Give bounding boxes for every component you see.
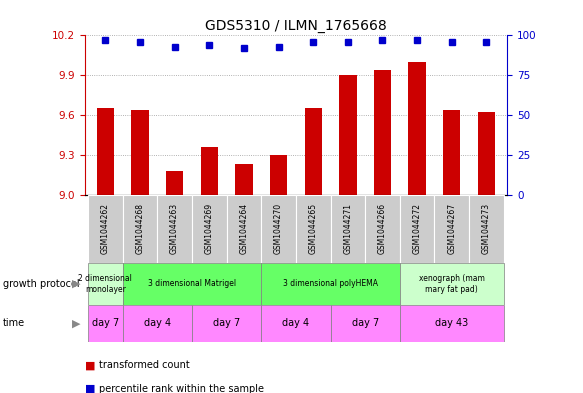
Bar	[236, 164, 252, 195]
Text: transformed count: transformed count	[99, 360, 190, 371]
Text: day 43: day 43	[435, 318, 468, 328]
Text: day 4: day 4	[144, 318, 171, 328]
Bar	[261, 263, 400, 305]
Bar	[122, 305, 192, 342]
Text: GSM1044269: GSM1044269	[205, 203, 214, 255]
Bar	[157, 195, 192, 263]
Bar	[122, 263, 261, 305]
Text: 3 dimensional Matrigel: 3 dimensional Matrigel	[148, 279, 236, 288]
Bar	[477, 112, 495, 195]
Bar	[122, 195, 157, 263]
Text: GSM1044264: GSM1044264	[240, 203, 248, 255]
Bar	[192, 195, 227, 263]
Bar	[443, 110, 461, 195]
Bar	[304, 108, 322, 195]
Text: ▶: ▶	[72, 279, 80, 289]
Bar	[374, 70, 391, 195]
Bar	[261, 195, 296, 263]
Bar	[97, 108, 114, 195]
Text: day 4: day 4	[282, 318, 310, 328]
Bar	[88, 305, 122, 342]
Bar	[88, 263, 122, 305]
Text: ■: ■	[85, 360, 95, 371]
Bar	[296, 195, 331, 263]
Bar	[400, 305, 504, 342]
Text: percentile rank within the sample: percentile rank within the sample	[99, 384, 264, 393]
Bar	[400, 195, 434, 263]
Bar	[131, 110, 149, 195]
Text: GSM1044271: GSM1044271	[343, 204, 352, 254]
Text: day 7: day 7	[352, 318, 379, 328]
Text: GSM1044265: GSM1044265	[308, 203, 318, 255]
Text: growth protocol: growth protocol	[3, 279, 79, 289]
Bar	[339, 75, 356, 195]
Bar	[88, 195, 122, 263]
Text: GSM1044268: GSM1044268	[135, 204, 145, 254]
Text: 3 dimensional polyHEMA: 3 dimensional polyHEMA	[283, 279, 378, 288]
Bar	[166, 171, 183, 195]
Bar	[331, 195, 365, 263]
Text: ■: ■	[85, 384, 95, 393]
Text: xenograph (mam
mary fat pad): xenograph (mam mary fat pad)	[419, 274, 484, 294]
Bar	[201, 147, 218, 195]
Bar	[331, 305, 400, 342]
Text: GSM1044262: GSM1044262	[101, 204, 110, 254]
Text: ▶: ▶	[72, 318, 80, 328]
Text: GSM1044273: GSM1044273	[482, 203, 491, 255]
Text: GSM1044270: GSM1044270	[274, 203, 283, 255]
Title: GDS5310 / ILMN_1765668: GDS5310 / ILMN_1765668	[205, 19, 387, 33]
Text: day 7: day 7	[92, 318, 119, 328]
Bar	[434, 195, 469, 263]
Bar	[469, 195, 504, 263]
Bar	[261, 305, 331, 342]
Bar	[270, 155, 287, 195]
Bar	[365, 195, 400, 263]
Text: GSM1044272: GSM1044272	[413, 204, 422, 254]
Bar	[400, 263, 504, 305]
Bar	[227, 195, 261, 263]
Bar	[192, 305, 261, 342]
Text: day 7: day 7	[213, 318, 240, 328]
Bar	[409, 62, 426, 195]
Text: GSM1044266: GSM1044266	[378, 203, 387, 255]
Text: 2 dimensional
monolayer: 2 dimensional monolayer	[78, 274, 132, 294]
Text: GSM1044267: GSM1044267	[447, 203, 456, 255]
Text: GSM1044263: GSM1044263	[170, 203, 179, 255]
Text: time: time	[3, 318, 25, 328]
